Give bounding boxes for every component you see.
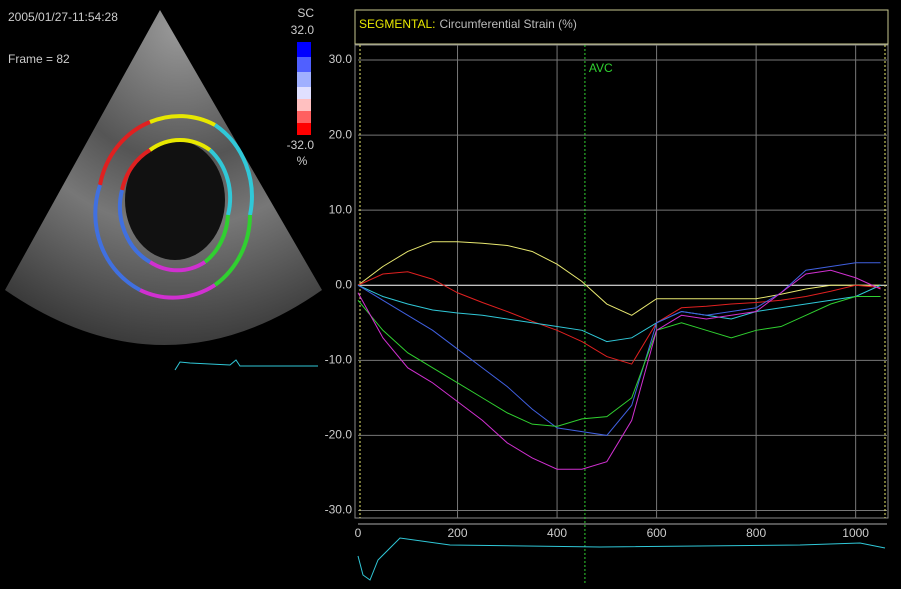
series-line [357,262,881,436]
scale-min: -32.0 [287,138,315,152]
scale-max: 32.0 [291,23,315,37]
x-tick-label: 0 [355,526,362,540]
series-line [357,269,881,470]
frame-label: Frame = 82 [8,52,70,66]
x-tick-label: 600 [647,526,667,540]
title-box [354,9,889,45]
chart-title: SEGMENTAL: Circumferential Strain (%) [359,17,577,31]
color-scale [297,42,311,135]
series-line [357,271,881,365]
series-line [357,296,881,427]
timestamp: 2005/01/27-11:54:28 [8,10,118,24]
y-tick-label: 30.0 [329,52,353,66]
title-text: Circumferential Strain (%) [439,17,576,31]
y-tick-label: 20.0 [329,127,353,141]
x-tick-label: 200 [448,526,468,540]
x-tick-label: 400 [547,526,567,540]
plot: -30.0 -20.0 -10.0 0.0 10.0 20.0 30.0 0 200 400 600… [325,44,889,585]
y-tick-label: -30.0 [325,503,353,517]
annotation-label: AVC [589,61,613,75]
y-tick-label: 10.0 [329,202,353,216]
plot-frame [354,44,889,519]
ventricle [125,140,225,260]
series-line [357,284,881,343]
segment-rings [93,114,254,300]
x-tick-label: 1000 [842,526,869,540]
y-tick-label: -10.0 [325,353,353,367]
y-tick-label: -20.0 [325,428,353,442]
y-tick-label: 0.0 [335,277,352,291]
mini-ecg [174,359,318,371]
series-line [357,241,881,316]
scale-unit: % [297,154,308,168]
title-prefix: SEGMENTAL: [359,17,435,31]
x-tick-label: 800 [746,526,766,540]
ecg-trace [357,537,886,581]
scale-title: SC [297,6,314,20]
